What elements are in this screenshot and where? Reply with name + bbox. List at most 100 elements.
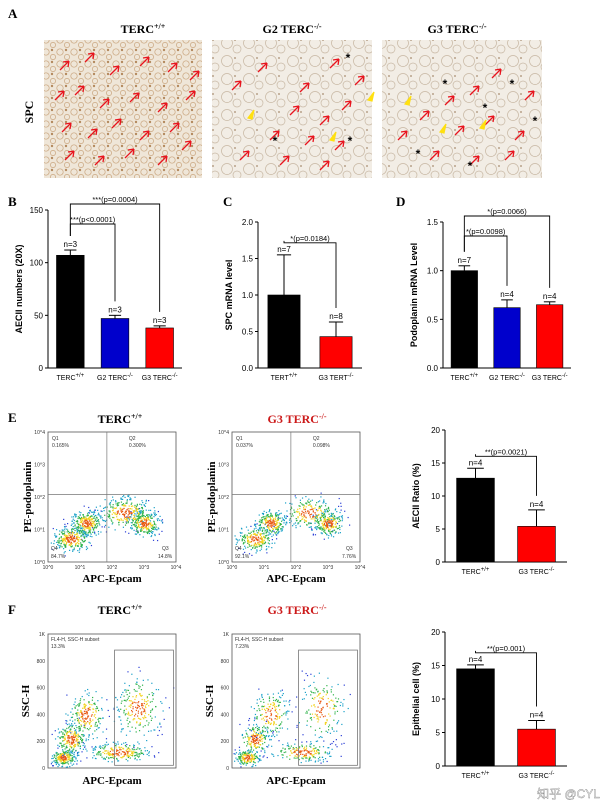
flow-event-dot (60, 742, 62, 744)
flow-event-dot (132, 510, 134, 512)
flow-event-dot (62, 745, 64, 747)
micrograph-yellow-arrow (366, 91, 375, 102)
flow-event-dot (321, 736, 323, 739)
flow-event-dot (235, 752, 238, 754)
flow-event-dot (242, 553, 244, 555)
flow-event-dot (279, 517, 281, 519)
flow-event-dot (319, 505, 321, 507)
bar (493, 307, 521, 369)
flow-y-tick: 10^2 (34, 495, 45, 501)
flow-event-dot (238, 753, 240, 755)
flow-event-dot (325, 730, 327, 732)
flow-event-dot (140, 752, 142, 755)
flow-event-dot (316, 695, 318, 697)
flow-event-dot (274, 729, 277, 731)
flow-event-dot (247, 540, 249, 542)
flow-event-dot (129, 692, 131, 694)
flow-event-dot (310, 673, 312, 675)
flow-event-dot (62, 728, 64, 730)
flow-event-dot (158, 528, 160, 530)
flow-event-dot (332, 512, 334, 515)
flow-event-dot (319, 702, 321, 704)
flow-event-dot (73, 763, 75, 765)
flow-event-dot (259, 732, 262, 734)
flow-event-dot (238, 749, 241, 751)
flow-event-dot (71, 539, 73, 541)
flow-event-dot (54, 761, 56, 764)
flow-event-dot (121, 509, 123, 511)
flow-event-dot (98, 721, 100, 723)
flow-event-dot (306, 503, 308, 505)
flow-event-dot (246, 745, 248, 747)
flow-event-dot (121, 511, 123, 513)
flow-event-dot (245, 761, 248, 763)
flow-event-dot (264, 542, 267, 544)
flow-event-dot (139, 686, 141, 688)
flow-event-dot (93, 524, 96, 526)
flow-event-dot (330, 689, 332, 691)
flow-event-dot (66, 531, 68, 533)
flow-event-dot (274, 527, 276, 529)
flow-event-dot (251, 751, 254, 753)
flow-event-dot (133, 745, 136, 747)
flow-event-dot (276, 515, 278, 517)
flow-event-dot (83, 710, 86, 712)
flow-event-dot (143, 518, 146, 520)
flow-event-dot (89, 703, 91, 706)
flow-event-dot (127, 713, 129, 715)
flow-event-dot (278, 526, 280, 528)
flow-event-dot (318, 523, 320, 525)
flow-event-dot (124, 496, 126, 499)
flow-event-dot (268, 540, 271, 542)
flow-event-dot (89, 727, 91, 729)
flow-event-dot (143, 708, 145, 710)
flow-event-dot (318, 524, 320, 527)
flow-event-dot (327, 731, 329, 733)
flow-event-dot (303, 505, 306, 507)
flow-event-dot (82, 524, 84, 526)
flow-event-dot (90, 515, 92, 517)
flow-event-dot (239, 723, 241, 726)
flow-event-dot (319, 693, 321, 695)
flow-event-dot (82, 518, 84, 520)
flow-event-dot (257, 537, 259, 539)
flow-event-dot (267, 526, 269, 528)
micrograph-arrow (139, 56, 150, 67)
flow-event-dot (109, 511, 111, 513)
flow-event-dot (86, 717, 88, 720)
flow-event-dot (138, 526, 140, 529)
flow-event-dot (267, 521, 269, 523)
flow-event-dot (241, 761, 243, 763)
micrograph-arrow (279, 155, 290, 166)
flow-event-dot (247, 736, 249, 739)
flow-x-tick: 10^0 (43, 565, 54, 571)
flow-event-dot (254, 533, 256, 536)
flow-event-dot (75, 749, 77, 752)
flow-y-tick: 600 (221, 686, 230, 692)
n-label: n=8 (329, 312, 343, 321)
flow-event-dot (75, 527, 77, 529)
flow-x-tick: 10^3 (139, 565, 150, 571)
flow-event-dot (79, 700, 81, 702)
flow-event-dot (341, 743, 343, 745)
flow-event-dot (250, 760, 252, 762)
flow-event-dot (318, 513, 320, 516)
flow-event-dot (324, 509, 326, 511)
flow-event-dot (300, 514, 303, 516)
flow-event-dot (80, 543, 82, 545)
flow-event-dot (131, 702, 133, 705)
flow-event-dot (98, 751, 100, 753)
flow-event-dot (130, 511, 132, 514)
flow-event-dot (256, 725, 258, 727)
flow-event-dot (67, 738, 69, 740)
flow-event-dot (340, 515, 342, 518)
flow-event-dot (329, 715, 331, 717)
flow-event-dot (255, 735, 257, 737)
flow-event-dot (145, 509, 147, 511)
flow-event-dot (81, 544, 83, 547)
flow-event-dot (147, 527, 150, 529)
flow-event-dot (84, 518, 86, 520)
flow-event-dot (135, 731, 137, 733)
flow-event-dot (113, 507, 115, 509)
flow-event-dot (132, 520, 134, 522)
